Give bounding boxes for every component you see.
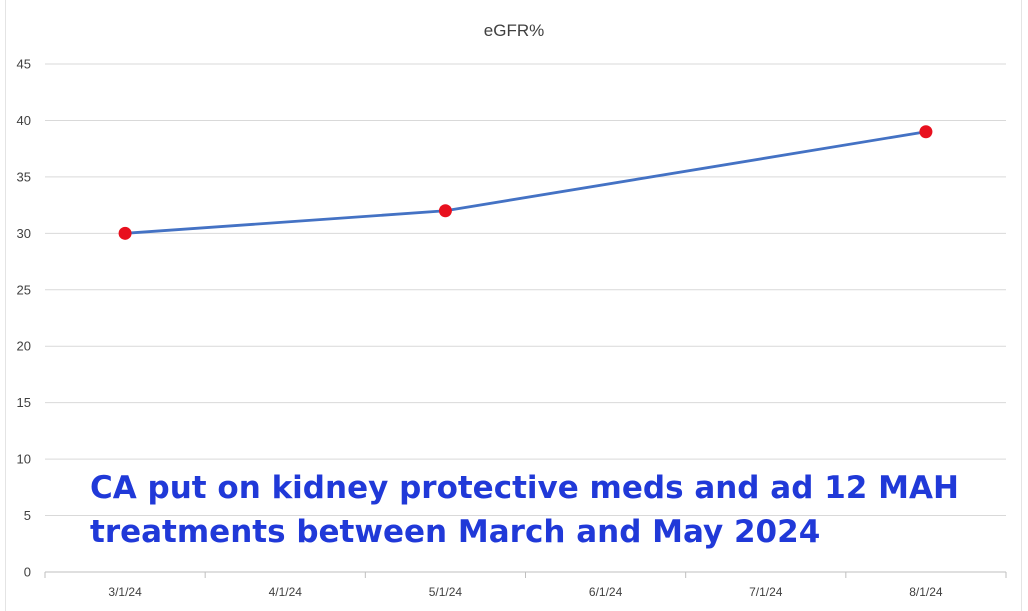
y-tick-labels: 0 5 10 15 20 25 30 35 40 45 <box>17 57 31 580</box>
sheet-gridline <box>5 0 6 611</box>
axes <box>44 571 1007 578</box>
data-point <box>919 125 933 139</box>
y-tick-label: 25 <box>17 282 31 297</box>
y-tick-label: 40 <box>17 113 31 128</box>
annotation-line-2: treatments between March and May 2024 <box>90 514 821 550</box>
x-tick-label: 5/1/24 <box>429 585 463 599</box>
series-line <box>124 130 927 235</box>
y-tick-label: 0 <box>24 565 31 580</box>
x-tick-labels: 3/1/24 4/1/24 5/1/24 6/1/24 7/1/24 8/1/24 <box>108 585 943 599</box>
data-point <box>118 226 132 240</box>
series-layer <box>118 125 933 240</box>
y-tick-label: 5 <box>24 508 31 523</box>
annotation-line-1: CA put on kidney protective meds and ad … <box>90 470 959 506</box>
y-tick-label: 10 <box>17 452 31 467</box>
x-tick-label: 3/1/24 <box>108 585 142 599</box>
sheet-gridline <box>1021 0 1022 611</box>
y-tick-label: 35 <box>17 169 31 184</box>
x-tick-label: 7/1/24 <box>749 585 783 599</box>
x-tick-label: 6/1/24 <box>589 585 623 599</box>
y-tick-label: 20 <box>17 339 31 354</box>
y-tick-label: 15 <box>17 395 31 410</box>
chart-title: eGFR% <box>484 21 544 40</box>
x-tick-label: 8/1/24 <box>909 585 943 599</box>
chart-annotation: CA put on kidney protective meds and ad … <box>90 466 990 554</box>
data-point <box>438 204 452 218</box>
y-tick-label: 30 <box>17 226 31 241</box>
x-tick-label: 4/1/24 <box>269 585 303 599</box>
y-tick-label: 45 <box>17 57 31 72</box>
gridlines <box>45 63 1006 517</box>
